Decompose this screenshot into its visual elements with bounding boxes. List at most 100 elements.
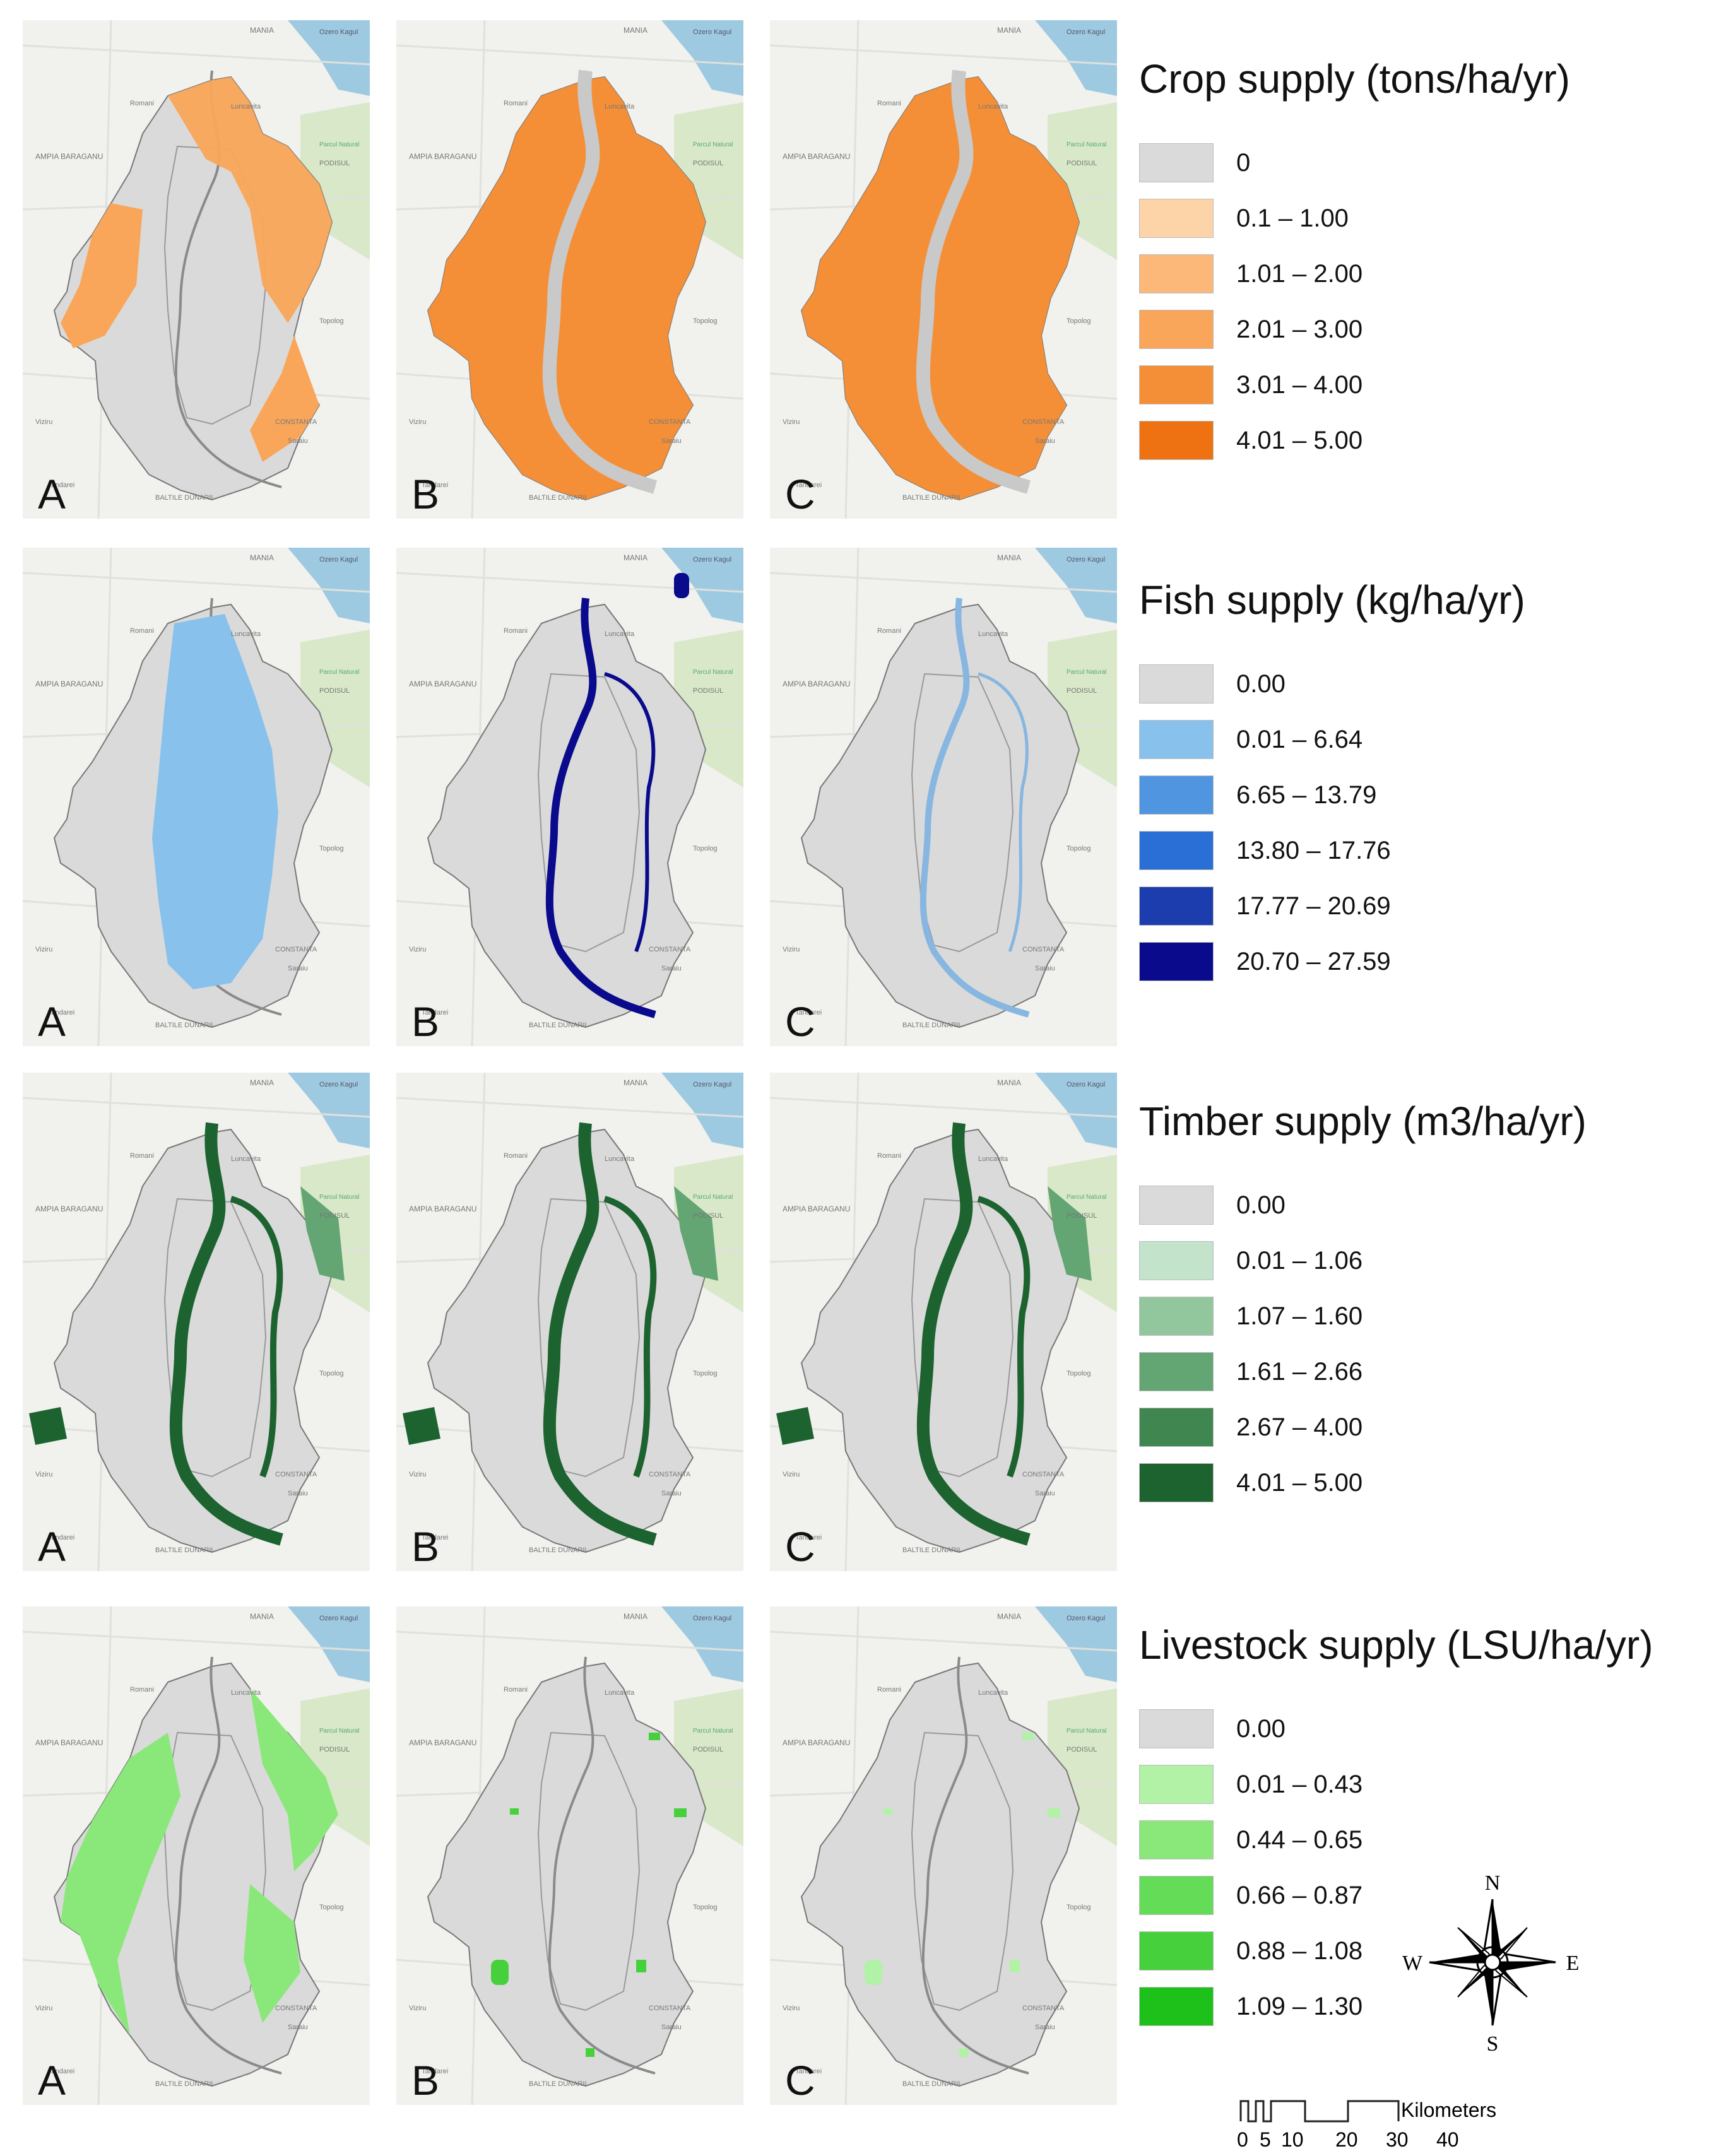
basemap-label: Saraiu [288,965,308,972]
legend-label: 0.66 – 0.87 [1236,1881,1363,1909]
basemap-label: Topolog [693,1370,718,1377]
basemap-label: PODISUL [1067,687,1097,695]
legend-item: 2.67 – 4.00 [1139,1399,1587,1455]
legend-label: 0.00 [1236,669,1286,698]
basemap-label: Ozero Kagul [693,1081,731,1088]
basemap-label: Romani [877,627,901,635]
scale-unit: Kilometers [1401,2099,1496,2121]
basemap-label: Topolog [1067,1904,1091,1911]
basemap-label: Luncavita [231,103,261,110]
legend-swatch [1139,1765,1214,1804]
basemap-label: AMPIA BARAGANU [35,1738,103,1747]
basemap-label: Romani [504,627,528,635]
panel-letter: C [785,471,815,517]
scale-tick: 0 [1237,2128,1248,2151]
map-panel: MANIA Ozero Kagul Romani Luncavita AMPIA BAR… [396,20,743,519]
basemap-label: Viziru [35,418,52,426]
legend-item: 1.01 – 2.00 [1139,246,1570,302]
map-panel: MANIA Ozero Kagul Romani Luncavita AMPIA BAR… [23,1073,370,1571]
basemap-label: MANIA [624,1612,647,1621]
legend-swatch [1139,1820,1214,1859]
basemap-label: Saraiu [661,965,682,972]
basemap-label: Topolog [1067,1370,1091,1377]
legend-item: 0.66 – 0.87 [1139,1868,1653,1923]
basemap-label: Romani [504,1686,528,1694]
legend-swatch [1139,942,1214,981]
legend-item: 0.88 – 1.08 [1139,1923,1653,1979]
basemap-label: Parcul Natural [693,1728,733,1735]
basemap-label: Topolog [1067,317,1091,325]
basemap-label: Saraiu [1035,965,1055,972]
basemap-label: Tandarei [48,481,74,489]
basemap-label: Tandarei [795,1534,822,1541]
legend-label: 0.44 – 0.65 [1236,1825,1363,1854]
basemap-label: Viziru [409,418,426,426]
basemap-label: Luncavita [605,103,635,110]
basemap-label: Parcul Natural [319,141,359,148]
legend-swatch [1139,831,1214,870]
basemap-label: Saraiu [1035,1490,1055,1497]
panel-letter: B [411,998,440,1045]
basemap-label: Luncavita [231,1689,261,1697]
map-svg: MANIA Ozero Kagul Romani Luncavita AMPIA BAR… [23,1606,370,2105]
north-arrow-compass-icon: N S E W [1402,1871,1579,2054]
legend-item: 0.1 – 1.00 [1139,191,1570,246]
basemap-label: Luncavita [231,630,261,638]
basemap-label: Ozero Kagul [693,1615,731,1622]
basemap-label: CONSTANTA [275,1471,317,1478]
scale-tick: 40 [1436,2128,1459,2151]
basemap-label: Parcul Natural [1067,1194,1106,1201]
map-panel: MANIA Ozero Kagul Romani Luncavita AMPIA BAR… [770,1073,1117,1571]
basemap-label: Saraiu [661,1490,682,1497]
basemap-label: BALTILE DUNARII [902,494,961,502]
legend-label: 17.77 – 20.69 [1236,892,1391,920]
basemap-label: Saraiu [661,437,682,445]
basemap-label: AMPIA BARAGANU [35,152,103,161]
basemap-label: AMPIA BARAGANU [783,1205,850,1213]
map-panel: MANIA Ozero Kagul Romani Luncavita AMPIA BAR… [396,1606,743,2105]
scale-tick: 10 [1281,2128,1304,2151]
basemap-label: Romani [130,1686,154,1694]
legend-swatch [1139,310,1214,349]
basemap-label: AMPIA BARAGANU [783,1738,850,1747]
basemap-label: Luncavita [978,1155,1008,1163]
map-svg: MANIA Ozero Kagul Romani Luncavita AMPIA BAR… [396,1073,743,1571]
basemap-label: MANIA [997,26,1021,35]
basemap-label: MANIA [997,1612,1021,1621]
basemap-label: Ozero Kagul [319,1081,358,1088]
basemap-label: MANIA [250,553,274,562]
map-svg: MANIA Ozero Kagul Romani Luncavita AMPIA BAR… [770,1073,1117,1571]
map-panel: MANIA Ozero Kagul Romani Luncavita AMPIA BAR… [396,1073,743,1571]
legend-title: Crop supply (tons/ha/yr) [1139,56,1570,102]
basemap-label: Topolog [1067,845,1091,852]
legend-label: 1.07 – 1.60 [1236,1302,1363,1330]
basemap-label: MANIA [997,1078,1021,1087]
legend-item: 1.61 – 2.66 [1139,1344,1587,1399]
legend-item: 13.80 – 17.76 [1139,823,1525,878]
legend-item: 0.00 [1139,1177,1587,1233]
map-panel: MANIA Ozero Kagul Romani Luncavita AMPIA BAR… [770,1606,1117,2105]
map-svg: MANIA Ozero Kagul Romani Luncavita AMPIA BAR… [23,20,370,519]
basemap-label: Romani [877,1152,901,1160]
basemap-label: AMPIA BARAGANU [35,680,103,688]
panel-letter: A [38,2057,66,2104]
basemap-label: Viziru [409,946,426,953]
map-svg: MANIA Ozero Kagul Romani Luncavita AMPIA BAR… [770,1606,1117,2105]
basemap-label: Ozero Kagul [319,556,358,563]
legend-item: 4.01 – 5.00 [1139,413,1570,468]
basemap-label: Ozero Kagul [319,28,358,36]
legend-swatch [1139,1987,1214,2026]
map-panel: MANIA Ozero Kagul Romani Luncavita AMPIA BAR… [23,1606,370,2105]
basemap-label: PODISUL [1067,1212,1097,1220]
legend-swatch [1139,1876,1214,1915]
panel-letter: B [411,1523,440,1570]
legend-swatch [1139,143,1214,182]
basemap-label: Tandarei [422,2068,448,2075]
legend-swatch [1139,1241,1214,1280]
map-svg: MANIA Ozero Kagul Romani Luncavita AMPIA BAR… [770,548,1117,1046]
map-svg: MANIA Ozero Kagul Romani Luncavita AMPIA BAR… [23,548,370,1046]
legend-item: 20.70 – 27.59 [1139,934,1525,989]
basemap-label: BALTILE DUNARII [155,494,213,502]
basemap-label: CONSTANTA [275,946,317,953]
basemap-label: BALTILE DUNARII [155,2080,213,2088]
